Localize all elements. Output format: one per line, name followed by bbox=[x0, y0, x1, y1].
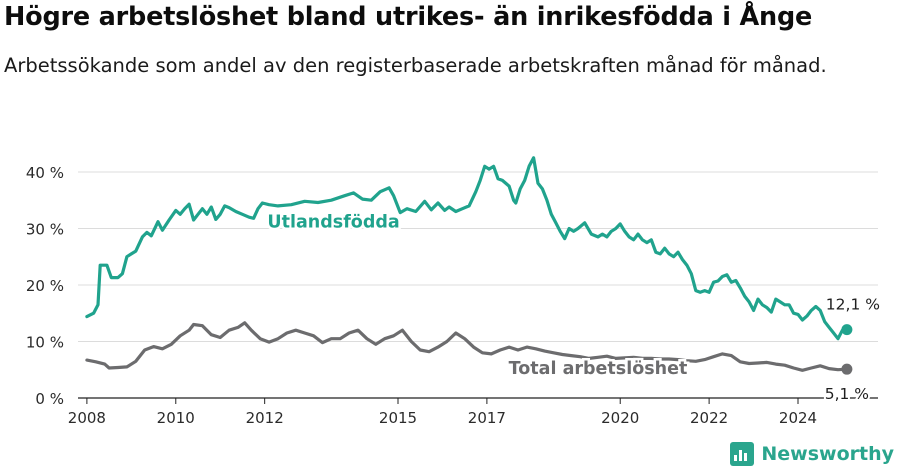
series-lines bbox=[85, 156, 849, 372]
x-tick-label: 2024 bbox=[779, 409, 817, 427]
gridlines bbox=[78, 171, 878, 342]
series-labels: Utlandsfödda Total arbetslöshet bbox=[265, 210, 690, 381]
brand: Newsworthy bbox=[730, 442, 894, 466]
series-line-0 bbox=[85, 156, 849, 341]
x-axis: 2008 2010 2012 2015 2017 2020 2022 2024 bbox=[68, 397, 878, 427]
end-marker bbox=[841, 324, 853, 336]
x-tick-label: 2017 bbox=[468, 409, 506, 427]
end-value-label: 5,1 % bbox=[825, 385, 869, 403]
end-marker bbox=[841, 363, 853, 375]
y-tick-label: 30 % bbox=[26, 220, 64, 238]
chart-title: Högre arbetslöshet bland utrikes- än inr… bbox=[4, 2, 813, 32]
newsworthy-logo-icon bbox=[730, 442, 755, 466]
end-value-label: 12,1 % bbox=[826, 296, 880, 314]
y-tick-label: 10 % bbox=[26, 333, 64, 351]
y-tick-label: 40 % bbox=[26, 164, 64, 182]
y-tick-label: 0 % bbox=[35, 390, 64, 408]
series-line-1 bbox=[85, 321, 849, 372]
end-markers: 12,1 % 5,1 % bbox=[823, 294, 882, 406]
x-tick-label: 2012 bbox=[246, 409, 284, 427]
y-axis-tick-labels: 0 % 10 % 20 % 30 % 40 % bbox=[26, 164, 64, 408]
x-tick-label: 2010 bbox=[157, 409, 195, 427]
x-tick-label: 2020 bbox=[601, 409, 639, 427]
x-tick-label: 2008 bbox=[68, 409, 106, 427]
chart-subtitle: Arbetssökande som andel av den registerb… bbox=[4, 54, 827, 77]
series-label: Utlandsfödda bbox=[267, 213, 399, 233]
x-tick-label: 2022 bbox=[690, 409, 728, 427]
brand-name: Newsworthy bbox=[761, 443, 894, 465]
y-tick-label: 20 % bbox=[26, 277, 64, 295]
x-tick-label: 2015 bbox=[379, 409, 417, 427]
series-label: Total arbetslöshet bbox=[509, 359, 688, 379]
